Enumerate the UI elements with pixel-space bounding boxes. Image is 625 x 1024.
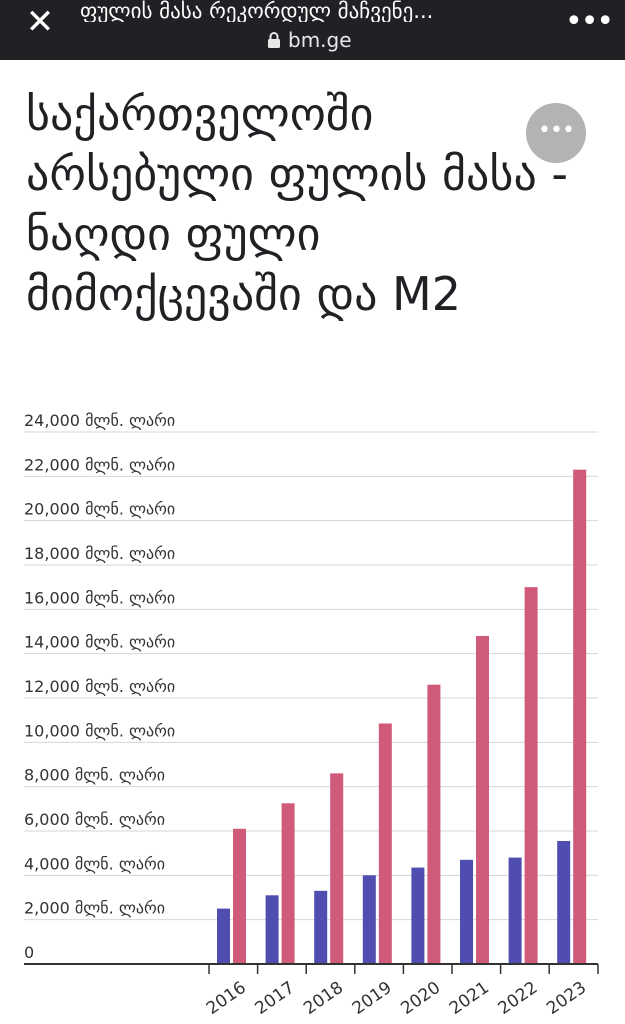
- bar-series-2-2018[interactable]: [330, 773, 344, 964]
- x-tick-label: 2016: [203, 978, 250, 1019]
- y-tick-label: 10,000 მლნ. ლარი: [24, 721, 175, 740]
- x-tick-label: 2018: [300, 978, 347, 1019]
- y-tick-label: 16,000 მლნ. ლარი: [24, 588, 175, 607]
- y-tick-label: 2,000 მლნ. ლარი: [24, 899, 165, 918]
- bar-series-1-2017[interactable]: [265, 895, 279, 964]
- x-tick-label: 2017: [252, 978, 299, 1019]
- more-vert-icon[interactable]: •••: [565, 4, 614, 39]
- article-title: საქართველოში არსებული ფულის მასა - ნაღდი…: [26, 87, 569, 321]
- y-tick-label: 14,000 მლნ. ლარი: [24, 633, 175, 652]
- bar-series-1-2019[interactable]: [362, 875, 376, 964]
- y-tick-label: 0: [24, 943, 34, 962]
- x-tick-label: 2021: [446, 978, 493, 1019]
- bar-series-2-2019[interactable]: [378, 723, 392, 964]
- url-text[interactable]: bm.ge: [288, 28, 352, 52]
- bar-series-1-2016[interactable]: [217, 908, 230, 964]
- url-row: bm.ge: [266, 27, 352, 53]
- browser-top-bar: ✕ ფულის მასა რეკორდულ მაჩვენე... bm.ge •…: [0, 0, 625, 60]
- y-tick-label: 6,000 მლნ. ლარი: [24, 810, 165, 829]
- bar-series-2-2016[interactable]: [233, 828, 246, 964]
- bar-series-1-2020[interactable]: [411, 867, 425, 964]
- bar-series-2-2020[interactable]: [427, 684, 441, 964]
- y-tick-label: 24,000 მლნ. ლარი: [24, 411, 175, 430]
- y-tick-label: 12,000 მლნ. ლარი: [24, 677, 175, 696]
- bar-series-2-2017[interactable]: [281, 803, 295, 964]
- bar-series-2-2022[interactable]: [524, 587, 538, 964]
- close-icon[interactable]: ✕: [25, 2, 55, 42]
- lock-icon: [268, 32, 280, 48]
- y-tick-label: 18,000 მლნ. ლარი: [24, 544, 175, 563]
- bar-chart: 0 2,000 მლნ. ლარი 4,000 მლნ. ლარი 6,000 მლნ…: [24, 411, 599, 1019]
- y-tick-label: 8,000 მლნ. ლარი: [24, 766, 165, 785]
- tab-page-title: ფულის მასა რეკორდულ მაჩვენე...: [80, 0, 434, 22]
- bar-series-2-2023[interactable]: [573, 469, 587, 964]
- bar-series-1-2021[interactable]: [460, 859, 473, 964]
- x-tick-label: 2022: [495, 978, 542, 1019]
- bar-series-1-2023[interactable]: [557, 840, 571, 964]
- y-tick-label: 22,000 მლნ. ლარი: [24, 455, 175, 474]
- bar-series-2-2021[interactable]: [476, 635, 489, 964]
- bar-series-1-2022[interactable]: [508, 857, 522, 964]
- x-tick-label: 2023: [543, 978, 590, 1019]
- x-tick-label: 2020: [397, 978, 444, 1019]
- y-tick-label: 20,000 მლნ. ლარი: [24, 500, 175, 519]
- more-options-button[interactable]: •••: [526, 103, 586, 163]
- y-tick-label: 4,000 მლნ. ლარი: [24, 854, 165, 873]
- x-tick-label: 2019: [349, 978, 396, 1019]
- bar-series-1-2018[interactable]: [314, 890, 328, 964]
